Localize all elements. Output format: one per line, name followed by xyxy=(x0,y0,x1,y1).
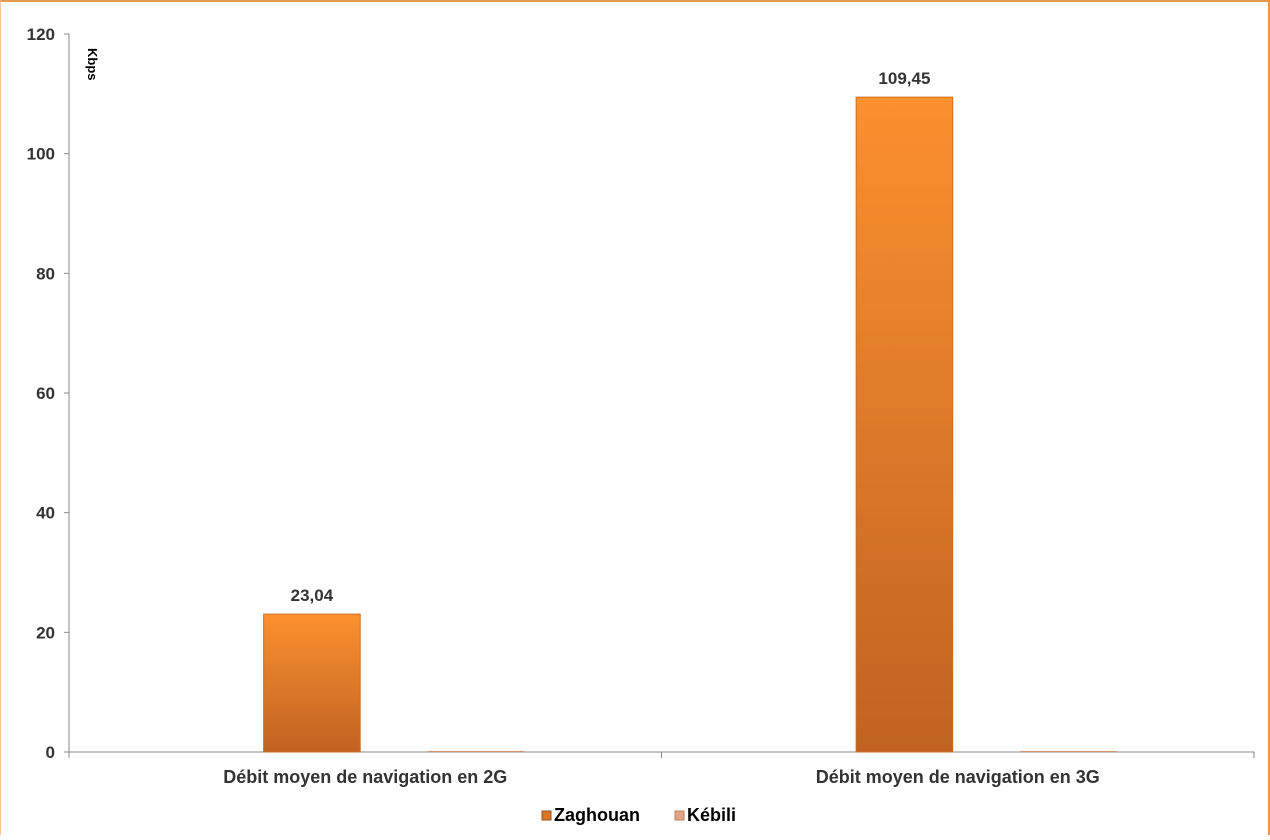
y-tick-label: 80 xyxy=(36,264,55,283)
bar-kebili xyxy=(427,751,525,752)
bar-kebili xyxy=(1020,751,1117,752)
category-label: Débit moyen de navigation en 2G xyxy=(223,767,507,787)
bar-zaghouan xyxy=(263,613,361,753)
legend-label-kebili: Kébili xyxy=(687,805,736,825)
y-tick-label: 120 xyxy=(27,25,55,44)
data-labels: 23,04 109,45 xyxy=(291,69,931,605)
y-tick-label: 40 xyxy=(36,504,55,523)
category-labels: Débit moyen de navigation en 2G Débit moy… xyxy=(223,767,1100,787)
legend: Zaghouan Kébili xyxy=(541,805,736,825)
data-label: 109,45 xyxy=(878,69,930,88)
legend-swatch-kebili xyxy=(674,810,685,821)
legend-label-zaghouan: Zaghouan xyxy=(554,805,640,825)
data-label: 23,04 xyxy=(291,586,334,605)
y-tick-label: 20 xyxy=(36,623,55,642)
y-ticks: 0 20 40 60 80 100 120 xyxy=(27,25,69,762)
bar-zaghouan xyxy=(855,96,954,753)
category-label: Débit moyen de navigation en 3G xyxy=(816,767,1100,787)
y-tick-label: 0 xyxy=(46,743,55,762)
y-tick-label: 100 xyxy=(27,145,55,164)
legend-swatch-zaghouan xyxy=(541,810,552,821)
axes xyxy=(68,34,1254,753)
y-tick-label: 60 xyxy=(36,384,55,403)
x-ticks xyxy=(68,752,1255,758)
y-axis-label: Kbps xyxy=(85,48,100,81)
bars xyxy=(263,96,1117,753)
